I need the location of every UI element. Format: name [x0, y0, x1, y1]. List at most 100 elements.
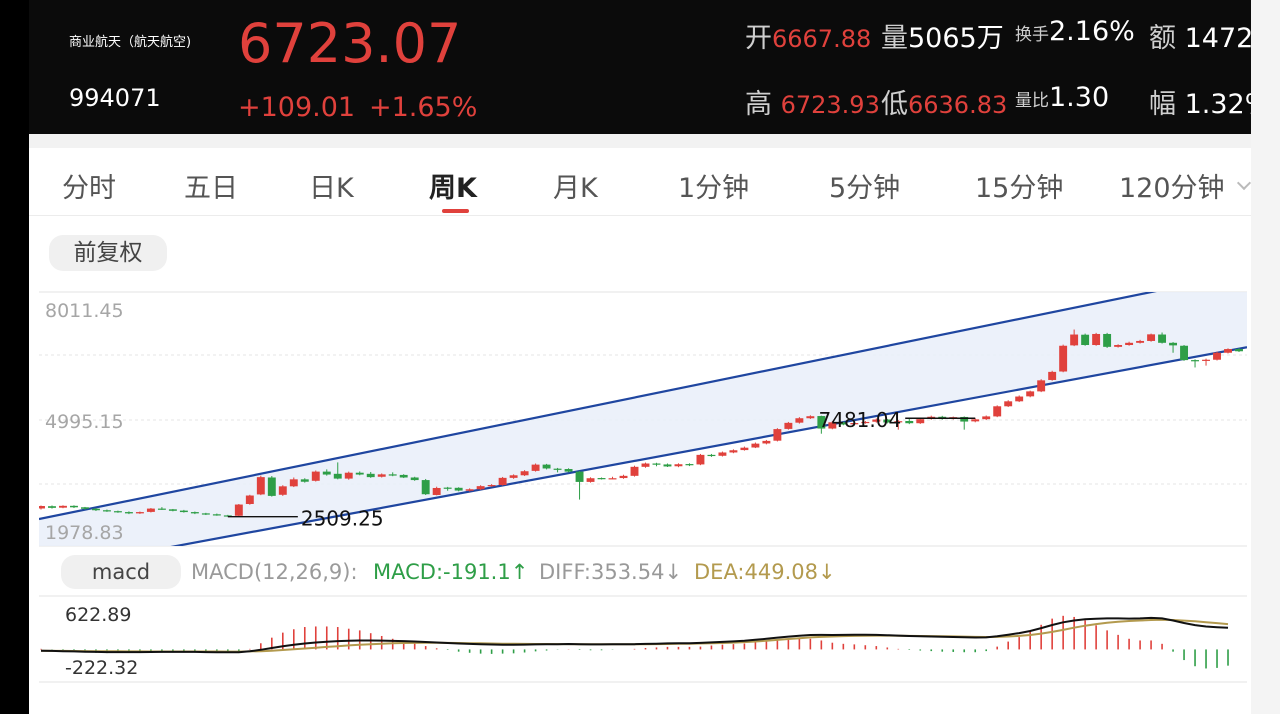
candle-body: [102, 510, 111, 512]
tab-five-day[interactable]: 五日: [184, 173, 238, 204]
low-label: 低: [881, 89, 908, 120]
tab-15min[interactable]: 15分钟: [975, 173, 1064, 204]
candle-body: [1202, 359, 1210, 361]
candle-body: [1026, 391, 1035, 397]
dea-line: [40, 618, 1229, 653]
candle-body: [663, 464, 672, 467]
candle-body: [421, 480, 430, 495]
volume-ratio-label: 量比: [1015, 91, 1049, 111]
candle-body: [773, 429, 782, 441]
tab-1min[interactable]: 1分钟: [678, 173, 750, 204]
candle-body: [278, 486, 287, 495]
candle-body: [553, 468, 562, 470]
candle-body: [905, 421, 914, 424]
candle-body: [410, 477, 419, 481]
y-axis-label: 4995.15: [45, 411, 124, 433]
adjust-button[interactable]: 前复权: [49, 235, 167, 271]
candle-body: [476, 486, 485, 490]
candle-body: [850, 423, 859, 425]
y-axis-label: 8011.45: [45, 300, 124, 322]
candle-body: [575, 471, 584, 482]
macd-params: MACD(12,26,9):: [191, 560, 358, 584]
candle-body: [894, 421, 903, 423]
high-label: 高: [745, 89, 772, 120]
tab-intraday[interactable]: 分时: [62, 173, 116, 204]
candle-body: [234, 504, 243, 516]
candle-body: [300, 479, 309, 482]
candle-body: [190, 512, 199, 514]
indicator-button[interactable]: macd: [61, 555, 181, 589]
turnover-label: 换手: [1015, 25, 1049, 45]
chart-panel: 分时 五日 日K 周K 月K 1分钟 5分钟 15分钟 120分钟 前复权 ma…: [29, 134, 1252, 714]
candle-body: [1114, 345, 1123, 347]
y-axis-label: 1978.83: [45, 522, 124, 544]
stat-volume-ratio: 量比1.30: [1015, 82, 1109, 113]
diff-line: [40, 616, 1229, 654]
candle-body: [1213, 352, 1221, 360]
candle-body: [322, 471, 331, 475]
candle-body: [81, 507, 89, 509]
kline-plot: [39, 292, 1247, 546]
macd-y-min-label: -222.32: [65, 657, 138, 679]
candle-body: [454, 487, 463, 491]
candle-body: [839, 422, 848, 425]
candle-body: [564, 469, 573, 472]
channel-fill: [39, 292, 1247, 546]
candle-body: [377, 474, 386, 477]
candle-body: [619, 475, 628, 479]
candle-body: [971, 419, 980, 422]
tab-120min[interactable]: 120分钟: [1119, 173, 1225, 204]
tab-weekly-k[interactable]: 周K: [429, 173, 477, 204]
amplitude-label: 幅: [1149, 89, 1176, 120]
candle-body: [740, 447, 749, 451]
tab-monthly-k[interactable]: 月K: [553, 173, 598, 204]
candle-body: [982, 416, 991, 420]
turnover-value: 2.16%: [1049, 16, 1135, 47]
amplitude-value: 1.32%: [1184, 89, 1251, 120]
left-frame: [0, 0, 29, 714]
candle-body: [443, 487, 452, 489]
candle-body: [1059, 345, 1068, 372]
index-code: 994071: [69, 84, 161, 112]
candle-body: [498, 477, 507, 486]
candle-body: [674, 464, 683, 467]
candle-body: [586, 478, 595, 482]
tab-daily-k[interactable]: 日K: [309, 173, 354, 204]
candle-body: [366, 473, 375, 478]
stat-open: 开6667.88: [745, 16, 871, 55]
price-change-pct: +1.65%: [369, 92, 478, 123]
candle-body: [608, 478, 617, 480]
active-tab-indicator: [442, 209, 469, 213]
candle-body: [729, 450, 738, 453]
candle-body: [344, 472, 353, 479]
quote-header: 商业航天（航天航空) 994071 6723.07 +109.01 +1.65%…: [29, 0, 1251, 134]
candle-body: [960, 416, 969, 422]
candle-body: [762, 440, 771, 444]
candle-body: [48, 506, 56, 508]
candle-body: [333, 473, 342, 479]
stat-volume: 量5065万: [881, 16, 1004, 55]
stat-amplitude: 幅 1.32%: [1149, 82, 1251, 121]
candle-body: [652, 463, 661, 465]
candle-body: [1235, 349, 1243, 352]
candle-body: [70, 505, 78, 508]
channel-lower-line: [170, 346, 1247, 546]
stat-amount: 额 1472: [1149, 16, 1251, 55]
candle-body: [1136, 340, 1145, 343]
candle-body: [179, 510, 188, 513]
candle-body: [388, 474, 397, 476]
tab-5min[interactable]: 5分钟: [829, 173, 901, 204]
candle-body: [718, 452, 727, 456]
separator-strip: [29, 134, 1251, 148]
candle-body: [784, 422, 793, 429]
candle-body: [531, 464, 540, 471]
candle-body: [1169, 342, 1178, 346]
candle-body: [487, 485, 496, 487]
amount-label: 额: [1149, 23, 1176, 54]
open-label: 开: [745, 23, 772, 54]
stat-turnover: 换手2.16%: [1015, 16, 1135, 47]
candle-body: [39, 506, 45, 509]
macd-y-max-label: 622.89: [65, 604, 131, 626]
channel-upper-line: [39, 292, 1157, 521]
candle-body: [124, 512, 133, 514]
